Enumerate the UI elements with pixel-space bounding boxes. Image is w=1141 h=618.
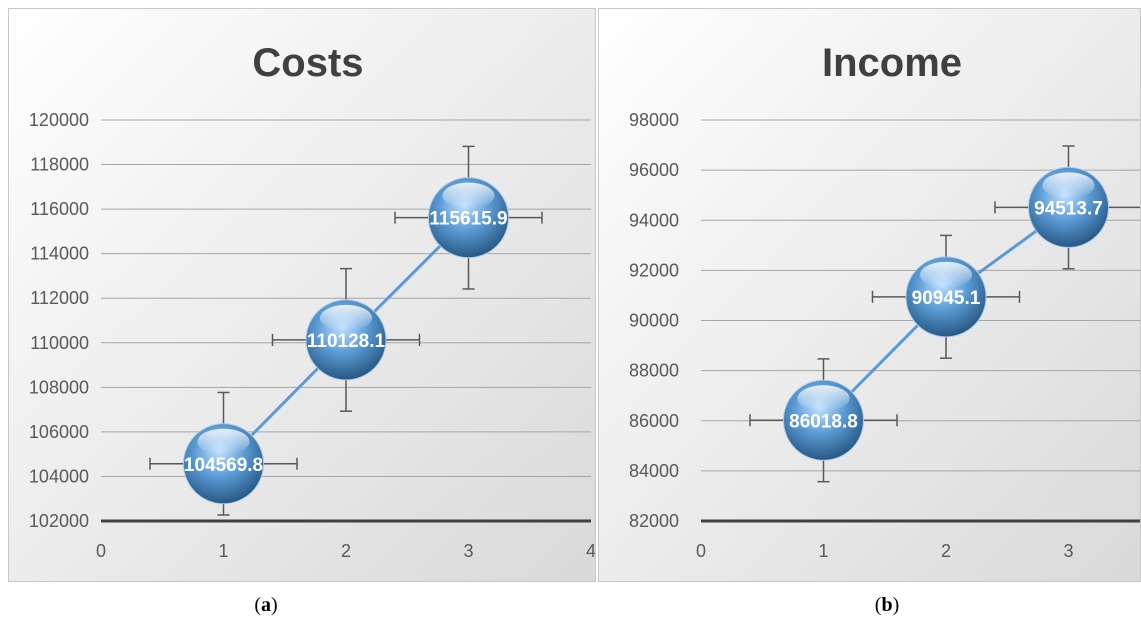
income-point-highlight (797, 385, 850, 412)
income-data-label: 94513.7 (1034, 198, 1103, 219)
income-point-highlight (920, 261, 972, 288)
income-x-tick-label: 2 (941, 541, 951, 561)
costs-x-tick-label: 4 (586, 541, 596, 561)
caption-a: (a) (254, 594, 278, 616)
income-y-tick-label: 84000 (629, 461, 679, 481)
income-y-tick-label: 88000 (629, 361, 679, 381)
income-y-tick-label: 86000 (629, 411, 679, 431)
costs-y-tick-label: 118000 (30, 155, 89, 175)
income-y-tick-label: 94000 (629, 210, 679, 230)
costs-point-highlight (197, 428, 250, 455)
income-chart-title: Income (822, 41, 962, 85)
income-data-label: 90945.1 (912, 288, 981, 309)
income-x-tick-label: 0 (696, 541, 706, 561)
income-y-tick-label: 90000 (629, 311, 679, 331)
income-y-tick-label: 98000 (629, 110, 679, 130)
income-x-tick-label: 1 (818, 541, 828, 561)
costs-data-label: 104569.8 (184, 455, 263, 476)
costs-y-tick-label: 102000 (29, 511, 89, 531)
costs-y-tick-label: 114000 (30, 244, 89, 264)
income-chart-background (599, 9, 1140, 581)
costs-y-tick-label: 120000 (29, 110, 89, 130)
costs-y-tick-label: 106000 (29, 422, 89, 442)
costs-y-tick-label: 116000 (30, 199, 89, 219)
caption-b: (b) (874, 594, 900, 616)
income-data-label: 86018.8 (789, 411, 858, 432)
costs-chart: Costs10200010400010600010800011000011200… (9, 9, 596, 581)
costs-x-tick-label: 1 (218, 541, 228, 561)
chart-panel-income: Income 82000 84000 86000 88000 90000 92000 9400… (598, 8, 1141, 582)
costs-chart-background (9, 9, 595, 581)
costs-point-highlight (320, 304, 372, 331)
income-y-tick-label: 82000 (629, 511, 679, 531)
income-chart: Income 82000 84000 86000 88000 90000 92000 9400… (599, 9, 1140, 581)
costs-y-tick-label: 112000 (30, 288, 89, 308)
costs-x-tick-label: 0 (96, 541, 106, 561)
income-y-tick-label: 96000 (629, 160, 679, 180)
costs-y-tick-label: 110000 (30, 333, 89, 353)
chart-panel-costs: Costs 102000 104000 106000 108000 110000 11200… (8, 8, 596, 582)
income-x-tick-label: 3 (1063, 541, 1073, 561)
costs-chart-title: Costs (252, 41, 363, 85)
costs-y-tick-label: 104000 (29, 466, 89, 486)
income-y-tick-label: 92000 (629, 260, 679, 280)
costs-point-highlight (442, 182, 495, 209)
costs-data-label: 115615.9 (429, 209, 507, 230)
costs-x-tick-label: 3 (463, 541, 473, 561)
costs-data-label: 110128.1 (307, 331, 386, 352)
income-point-highlight (1042, 172, 1095, 199)
costs-x-tick-label: 2 (341, 541, 351, 561)
costs-y-tick-label: 108000 (29, 377, 89, 397)
